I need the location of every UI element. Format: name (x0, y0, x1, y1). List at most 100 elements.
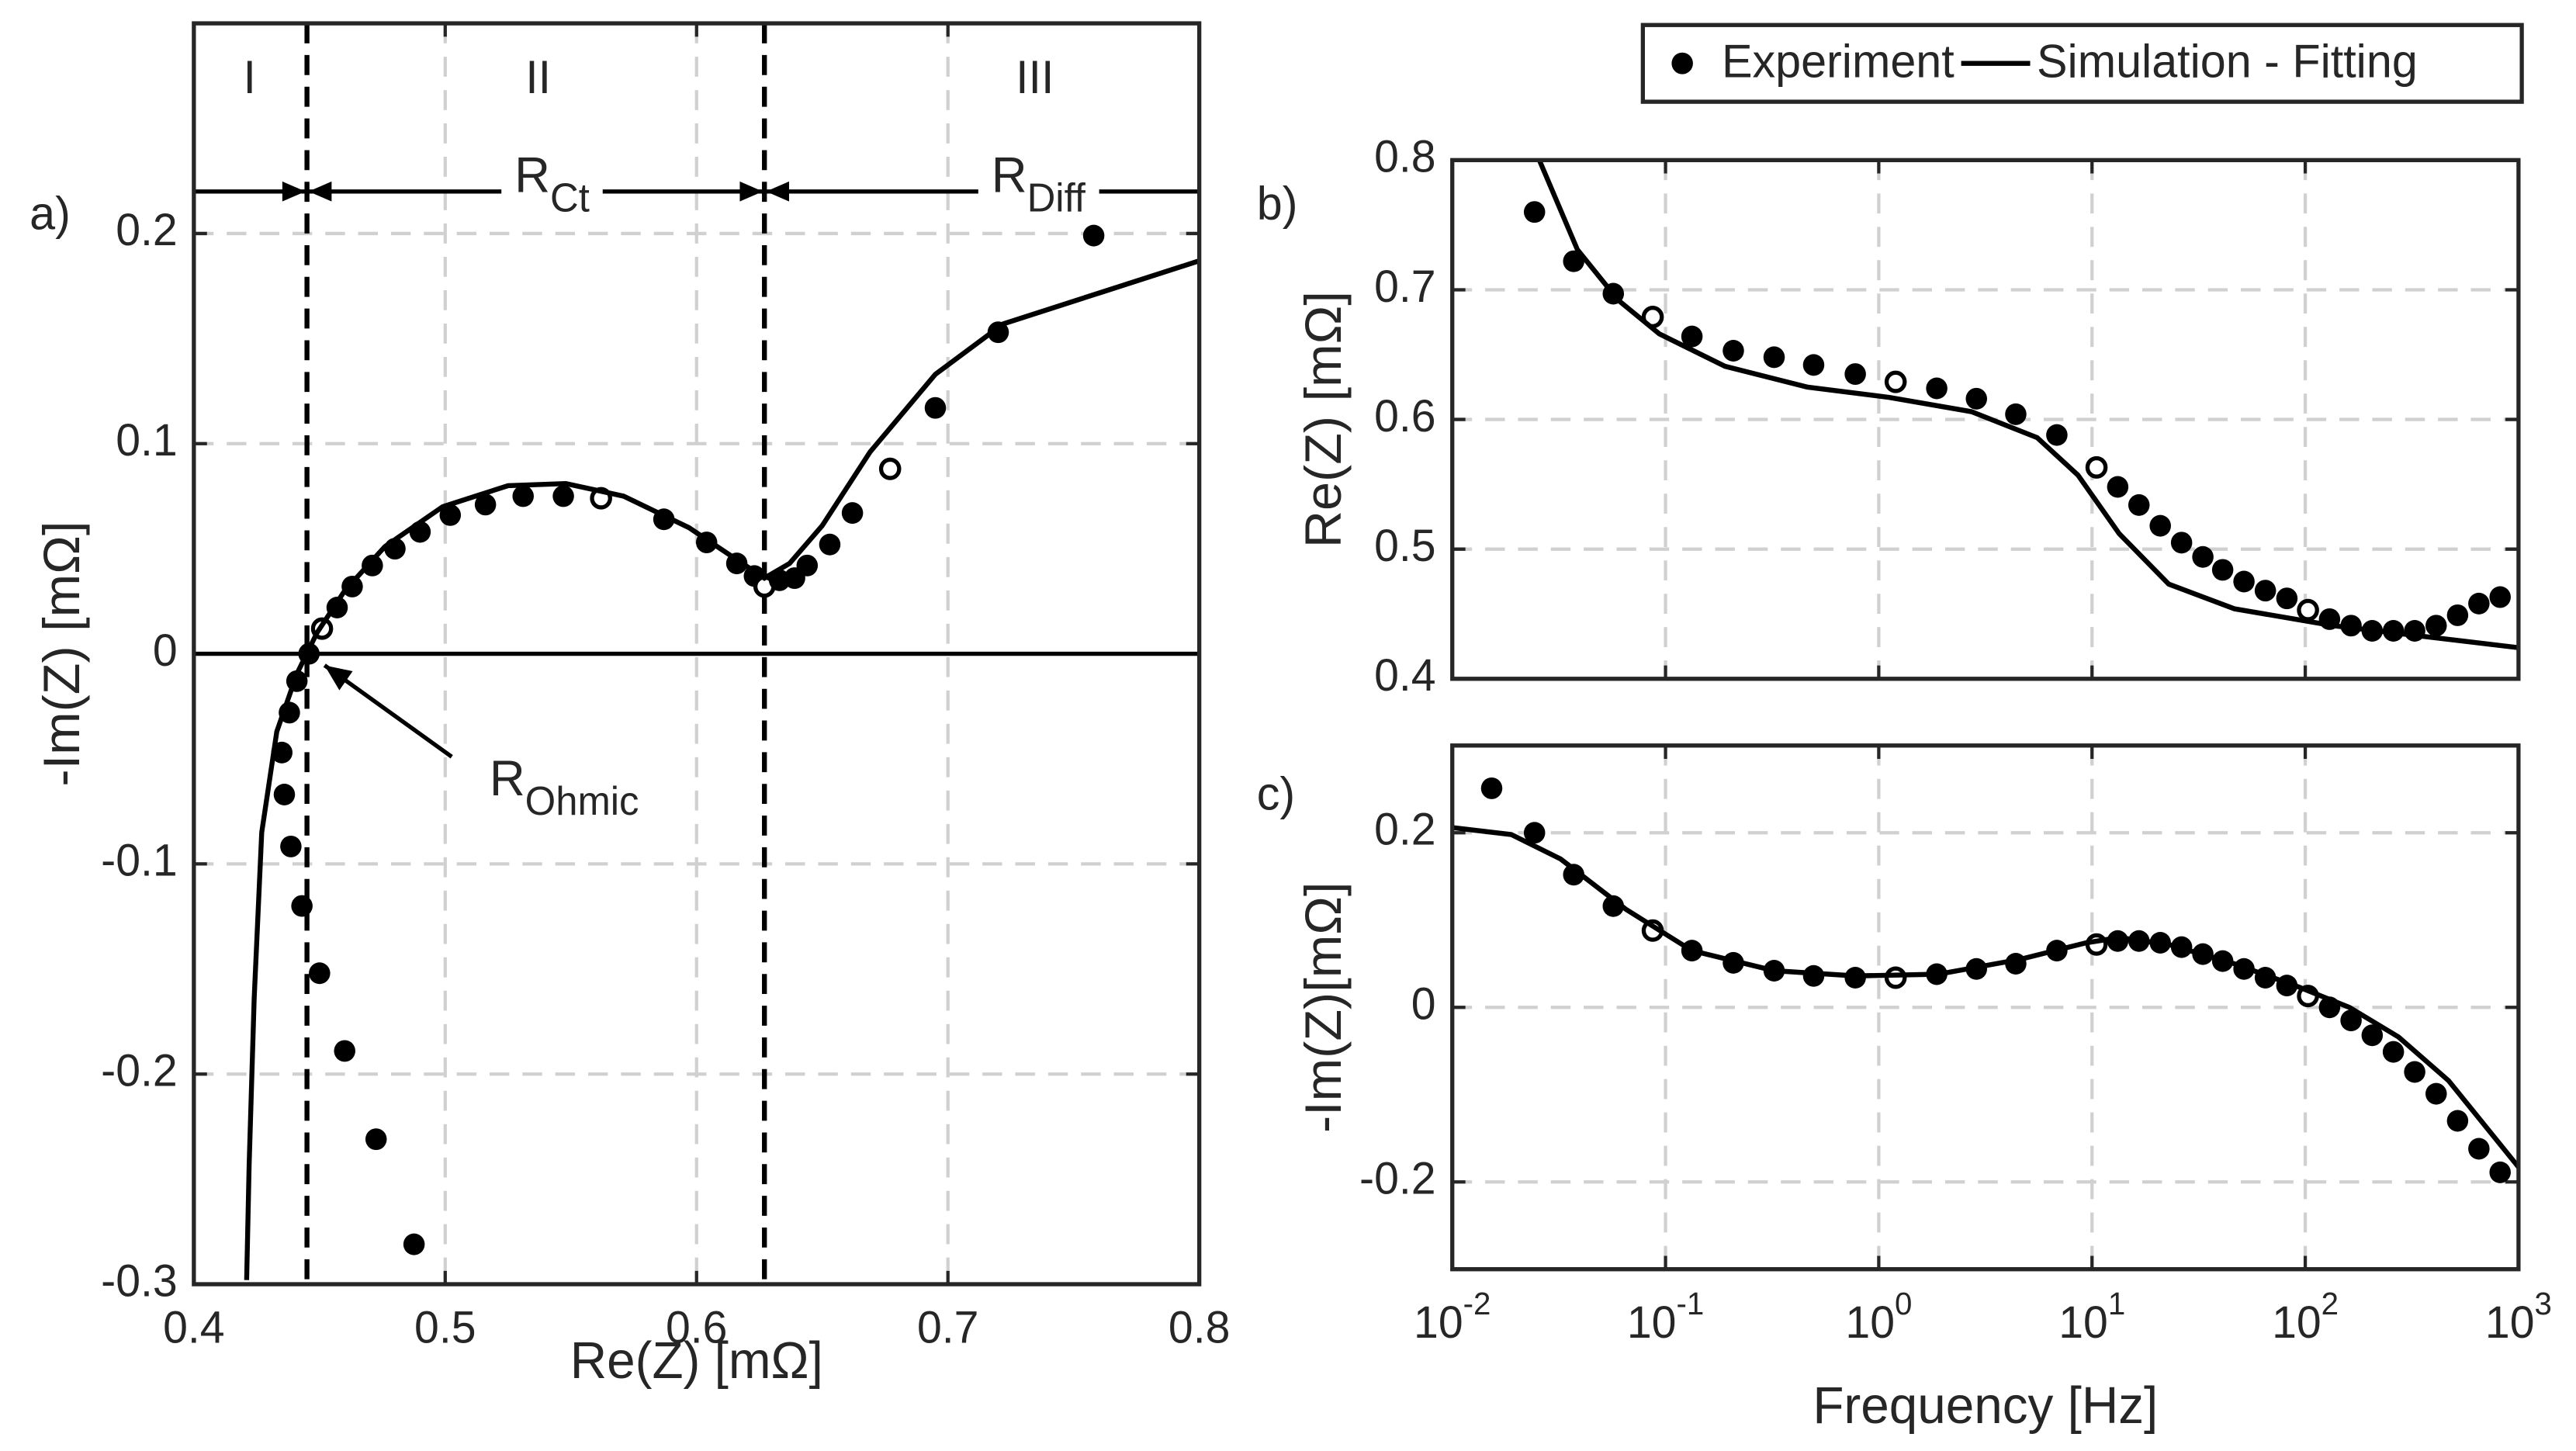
y-tick-label: 0.2 (116, 206, 177, 255)
marker (819, 533, 841, 556)
y-axis-label: Re(Z) [mΩ] (1296, 291, 1352, 548)
tick-base: 10 (2058, 1298, 2108, 1348)
marker (2468, 1138, 2490, 1160)
label-background (476, 750, 653, 823)
marker (2107, 476, 2129, 498)
x-tick-label: 10-2 (1414, 1286, 1491, 1349)
open-marker (1884, 370, 1907, 393)
y-tick-label: 0.5 (1374, 521, 1435, 571)
marker (512, 485, 534, 507)
x-tick-label: 102 (2272, 1286, 2339, 1349)
marker (2446, 604, 2469, 626)
y-tick-label: 0.1 (116, 416, 177, 466)
x-tick-label: 0.5 (414, 1303, 476, 1352)
arrowhead (766, 181, 789, 202)
marker (1082, 224, 1105, 247)
legend-label: Experiment (1722, 35, 1955, 88)
annotation-sub: Diff (1027, 175, 1086, 220)
marker (309, 962, 331, 985)
tick-base: 10 (1627, 1298, 1677, 1348)
open-marker (2085, 455, 2108, 479)
y-tick-label: 0.7 (1374, 261, 1435, 311)
y-tick-label: -0.2 (101, 1046, 178, 1096)
annotation: RDiff (992, 147, 1086, 220)
label-background (978, 147, 1099, 220)
y-tick-label: 0.2 (1374, 805, 1435, 854)
marker (1523, 822, 1546, 844)
marker (1763, 346, 1785, 369)
marker (2425, 1082, 2447, 1105)
marker (2425, 615, 2447, 637)
arrowhead (739, 181, 763, 202)
marker (1523, 201, 1546, 223)
panel-label: a) (29, 187, 71, 240)
x-tick-label: 100 (1845, 1286, 1912, 1349)
y-tick-label: -0.1 (101, 836, 178, 885)
marker (2254, 580, 2277, 602)
annotation-text: R (992, 147, 1027, 203)
marker (1802, 354, 1825, 376)
panel-label: b) (1257, 177, 1298, 230)
marker (2382, 1041, 2405, 1063)
marker (474, 493, 497, 516)
arrowhead (308, 181, 332, 202)
marker (273, 784, 296, 806)
tick-exponent: 2 (2322, 1286, 2339, 1321)
x-tick-label: 0.6 (666, 1303, 727, 1352)
annotation-sub: Ct (550, 175, 590, 220)
x-tick-label: 101 (2058, 1286, 2125, 1349)
tick-exponent: 3 (2534, 1286, 2551, 1321)
marker (2276, 587, 2298, 610)
open-marker (2297, 598, 2319, 622)
series-group (1523, 160, 2519, 650)
fit-line (244, 258, 1200, 1280)
marker (439, 504, 462, 526)
marker (1480, 777, 1503, 799)
marker (2404, 1061, 2425, 1083)
marker (2468, 592, 2490, 615)
marker (291, 895, 313, 917)
marker (2211, 559, 2234, 581)
tick-base: 10 (2485, 1298, 2535, 1348)
tick-base: 10 (1414, 1298, 1463, 1348)
marker (2489, 586, 2511, 608)
marker (365, 1128, 387, 1151)
plot-frame (192, 21, 1202, 1287)
marker (1844, 363, 1866, 386)
y-axis-label: -Im(Z)[mΩ] (1296, 881, 1352, 1133)
fit-line (1452, 825, 2519, 1169)
arrowhead (324, 665, 353, 691)
y-axis-label: -Im(Z) [mΩ] (33, 521, 90, 787)
marker (2340, 1009, 2362, 1032)
marker (1723, 340, 1744, 362)
y-tick-label: 0 (1411, 979, 1436, 1029)
fit-line (1537, 160, 2519, 650)
marker (362, 554, 383, 577)
marker (987, 321, 1009, 344)
marker (1926, 377, 1948, 400)
legend-box (1640, 23, 2524, 104)
series-group (1452, 777, 2519, 1183)
marker (1563, 864, 1584, 886)
marker (1563, 250, 1584, 272)
x-tick-label: 103 (2485, 1286, 2552, 1349)
marker (841, 502, 864, 525)
marker (2489, 1161, 2511, 1183)
marker (796, 554, 819, 577)
label-background (501, 147, 603, 220)
region-label: II (525, 51, 551, 104)
series-group (244, 224, 1200, 1280)
tick-base: 10 (2272, 1298, 2322, 1348)
marker (2233, 570, 2255, 593)
y-tick-label: 0 (153, 626, 178, 676)
marker (552, 485, 574, 507)
marker (2149, 514, 2171, 537)
marker (2128, 493, 2150, 516)
annotation-text: R (514, 147, 550, 203)
y-tick-label: -0.2 (1359, 1154, 1436, 1203)
annotation: RCt (514, 147, 590, 220)
y-tick-label: 0.8 (1374, 132, 1435, 182)
marker (2046, 424, 2068, 446)
y-tick-label: 0.4 (1374, 651, 1435, 701)
